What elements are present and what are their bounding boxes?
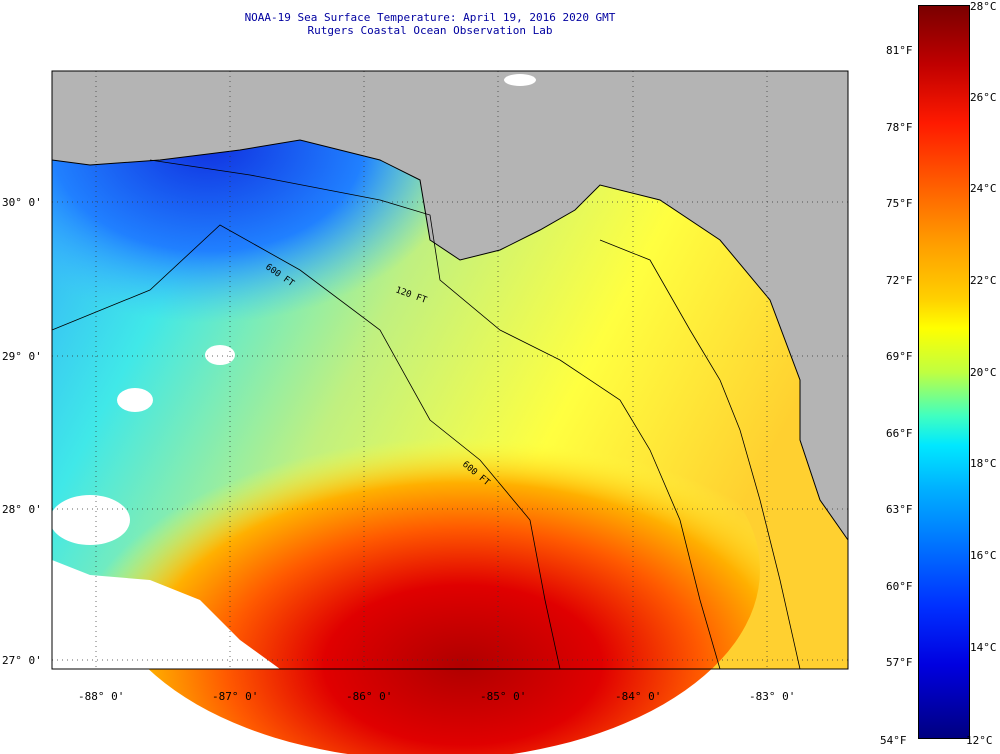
colorbar-c-label: 28°C bbox=[970, 0, 997, 13]
isobath-coastal bbox=[599, 239, 801, 670]
colorbar-c-label: 26°C bbox=[970, 91, 997, 104]
colorbar-c-label: 18°C bbox=[970, 457, 997, 470]
land-mass bbox=[52, 71, 848, 540]
colorbar-f-label: 60°F bbox=[886, 580, 913, 593]
colorbar-c-label: 16°C bbox=[970, 549, 997, 562]
lat-label: 29° 0' bbox=[2, 350, 42, 363]
lon-label: -86° 0' bbox=[346, 690, 393, 703]
colorbar-c-label: 22°C bbox=[970, 274, 997, 287]
colorbar-f-label: 72°F bbox=[886, 274, 913, 287]
colorbar-f-label: 75°F bbox=[886, 197, 913, 210]
lon-label: -85° 0' bbox=[480, 690, 527, 703]
colorbar-f-label: 57°F bbox=[886, 656, 913, 669]
isobath-600ft-north bbox=[51, 224, 561, 670]
lat-label: 27° 0' bbox=[2, 654, 42, 667]
lon-label: -88° 0' bbox=[78, 690, 125, 703]
lat-label: 28° 0' bbox=[2, 503, 42, 516]
colorbar-c-label: 24°C bbox=[970, 182, 997, 195]
lon-label: -84° 0' bbox=[615, 690, 662, 703]
map-frame bbox=[50, 70, 849, 754]
colorbar-f-label: 69°F bbox=[886, 350, 913, 363]
lon-label: -87° 0' bbox=[212, 690, 259, 703]
colorbar-f-label: 81°F bbox=[886, 44, 913, 57]
cloud-mask bbox=[52, 560, 280, 669]
temperature-colorbar bbox=[918, 5, 970, 739]
map-subtitle: Rutgers Coastal Ocean Observation Lab bbox=[307, 24, 553, 37]
map-title: NOAA-19 Sea Surface Temperature: April 1… bbox=[244, 11, 616, 24]
colorbar-f-label: 78°F bbox=[886, 121, 913, 134]
colorbar-f-label: 63°F bbox=[886, 503, 913, 516]
colorbar-c-label: 20°C bbox=[970, 366, 997, 379]
colorbar-f-label: 54°F bbox=[880, 734, 907, 747]
colorbar-c-label: 14°C bbox=[970, 641, 997, 654]
lon-label: -83° 0' bbox=[749, 690, 796, 703]
colorbar-f-label: 66°F bbox=[886, 427, 913, 440]
coastline bbox=[51, 139, 849, 541]
isobath-120ft bbox=[149, 159, 721, 670]
lat-label: 30° 0' bbox=[2, 196, 42, 209]
colorbar-c-label: 12°C bbox=[966, 734, 993, 747]
